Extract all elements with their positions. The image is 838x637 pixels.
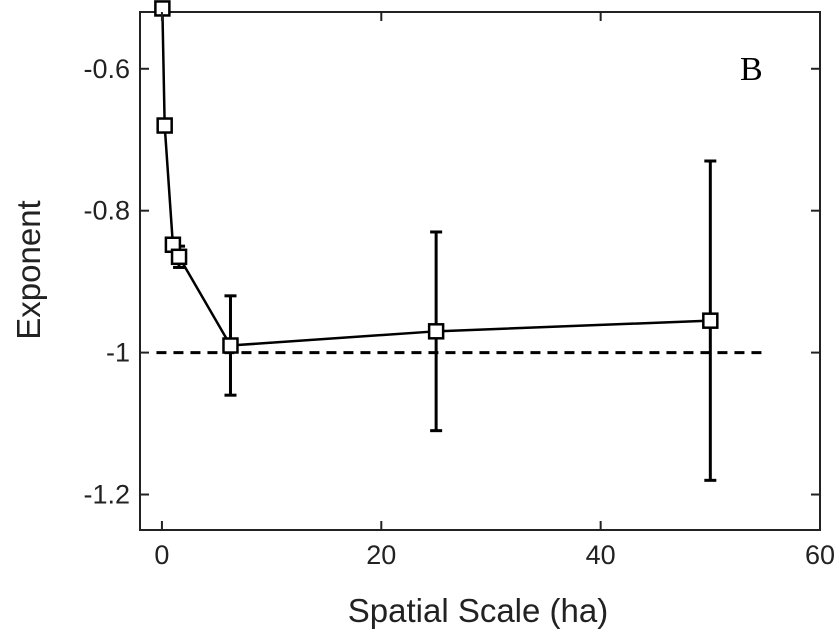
y-axis-title: Exponent: [10, 200, 47, 339]
data-point-marker: [170, 248, 188, 266]
x-axis-title: Spatial Scale (ha): [348, 592, 608, 629]
x-tick-label: 40: [586, 540, 616, 570]
data-point-marker: [156, 117, 173, 134]
y-tick-label: -0.8: [83, 196, 130, 226]
y-tick-label: -0.6: [83, 54, 130, 84]
y-tick-label: -1.2: [83, 480, 130, 510]
plot-frame: [139, 11, 821, 531]
x-tick-label: 0: [154, 540, 169, 570]
x-tick-label: 60: [805, 540, 835, 570]
data-point-marker: [222, 337, 239, 354]
x-tick-label: 20: [366, 540, 396, 570]
data-point-marker: [702, 312, 719, 329]
y-tick-label: -1: [106, 338, 130, 368]
data-point-marker: [427, 323, 445, 340]
panel-label: B: [740, 51, 763, 88]
